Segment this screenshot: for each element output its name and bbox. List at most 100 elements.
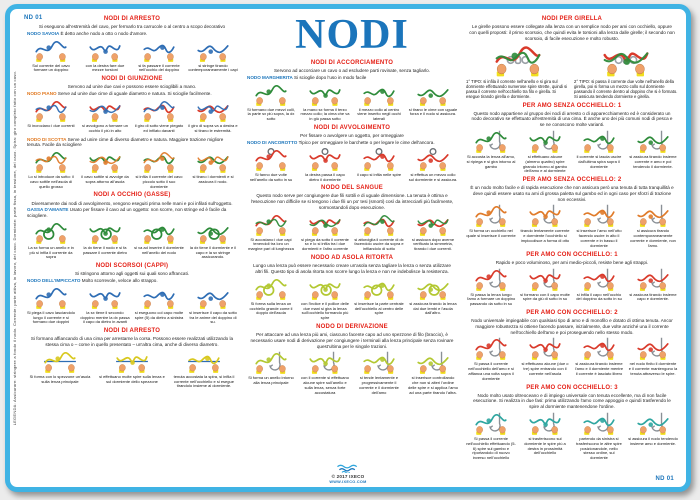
section-header: NODO AD ASOLA RITORTA: [310, 255, 394, 262]
knot-section: NODI DI ACCORCIAMENTO Servono ad accorcia…: [246, 60, 458, 122]
knot-drawing-icon: [197, 44, 229, 62]
knot-step-panel: la dx tiene il nodo e si fa passare il c…: [80, 220, 130, 256]
knot-illustration: [134, 285, 184, 310]
step-caption: la sx tiene il secondo doppino mentre la…: [80, 309, 130, 325]
step-caption: si inserisce la parte centrale dell'occh…: [354, 300, 404, 316]
knot-step-panel: Si accostano i due capi tenendoli tra lo…: [246, 212, 296, 252]
step-caption: Si formano due mezzi colli, la parte sx …: [247, 106, 295, 122]
knot-section: PER AMO SENZA OCCHIELLO: 1 Questo nodo ap…: [466, 103, 678, 175]
step-caption: si eseguono col capo molte spire (5) da …: [134, 309, 184, 320]
knot-step-panel: si stringe tirando contemporaneamente i …: [188, 38, 238, 74]
knot-step-panel: la dx tiene il dormiente e il capo e la …: [188, 220, 238, 260]
knot-illustration: [80, 38, 130, 63]
knot-section: NODO AD ASOLA RITORTA Lungo una lenza può…: [246, 255, 458, 321]
knot-steps-row: Sul corrente del cavo formare un doppino…: [26, 38, 238, 74]
step-caption: con il corrente si effettuano alcune spi…: [301, 375, 349, 395]
knot-drawing-icon: [89, 105, 121, 122]
section-header: NODO DI DERIVAZIONE: [316, 323, 388, 330]
column-center: NODI NODI DI ACCORCIAMENTO Servono ad acc…: [246, 14, 458, 486]
knot-illustration: [574, 267, 624, 292]
step-caption: la dx tiene il dormiente e il capo e la …: [189, 244, 237, 260]
section-header: PER AMO CON OCCHIELLO: 1: [526, 251, 618, 258]
knot-illustration: [408, 147, 458, 172]
knot-step-panel: il giro di sopra va a destra e si tirano…: [188, 98, 238, 134]
knot-step-panel: si effettuano alcune (almeno quattro) sp…: [520, 129, 570, 174]
knot-drawing-icon: [417, 88, 449, 106]
knot-intro: NODO MARGHERITA Si scioglie dopo l'uso i…: [247, 75, 457, 81]
knot-step-panel: la mano sx forma il terzo mezzo collo; l…: [300, 82, 350, 122]
knot-illustration: [354, 82, 404, 107]
knot-drawing-icon: [35, 40, 67, 62]
knot-illustration: [466, 42, 570, 78]
section-description: Per fissare o avvolgere un oggetto, per …: [300, 133, 404, 139]
knot-steps-row: Si passa il corrente nell'occhiello dell…: [466, 336, 678, 381]
section-header: PER AMO CON OCCHIELLO: 2: [526, 309, 618, 316]
knot-illustration: [98, 349, 166, 374]
knot-illustration: [134, 98, 184, 123]
knot-drawing-icon: [44, 351, 76, 373]
knot-illustration: [188, 98, 238, 123]
knot-drawing-icon: [637, 268, 669, 291]
knot-illustration: [80, 220, 130, 245]
knot-step-panel: La sx forma un anello e in più si infila…: [26, 220, 76, 260]
knot-description: Serve ad unire cime di diverso diametro …: [27, 136, 224, 148]
knot-steps-row: Lo si introduce da sotto: il cavo sottil…: [26, 149, 238, 189]
knot-illustration: [574, 129, 624, 154]
knot-illustration: [408, 350, 458, 375]
knot-illustration: [574, 42, 678, 78]
knot-step-panel: la sx tiene il secondo doppino mentre la…: [80, 285, 130, 325]
knot-step-panel: si assicura tirando insieme l'amo e il d…: [574, 336, 624, 376]
knot-illustration: [354, 350, 404, 375]
step-caption: la dx tiene il nodo e si fa passare il c…: [82, 244, 128, 255]
knot-illustration: [466, 411, 516, 436]
knot-drawing-icon: [35, 100, 67, 122]
knot-step-panel: 2° TIPO: si passa il corrente due volte …: [574, 42, 678, 99]
copyright-text: © 2017 IXECO: [331, 474, 365, 479]
knot-illustration: [520, 267, 570, 292]
knot-steps-row: Si forma un occhiello nel quale si inser…: [466, 203, 678, 248]
knot-step-panel: Si fanno due volte nell'anello da sotto …: [246, 147, 296, 183]
section-description: Si eseguono all'estremità del cavo, per …: [38, 24, 226, 30]
knot-section: NODI DI ARRESTO Si formano affiancando di…: [26, 328, 238, 389]
section-description: Servono ad accorciare un cavo o ad esclu…: [273, 68, 431, 74]
knot-illustration: [408, 276, 458, 301]
knot-drawing-icon: [417, 282, 449, 300]
knot-step-panel: si assicura dopo averne verificato la si…: [408, 212, 458, 252]
knot-intro: NODO DELL'IMPICCATO Molto scorrevole, ve…: [27, 278, 237, 284]
section-header: NODI PER GIRELLA: [541, 16, 603, 22]
knot-step-panel: si eseguono col capo molte spire (5) da …: [134, 285, 184, 321]
knot-drawing-icon: [475, 338, 507, 361]
section-description: Questo nodo appartiene al gruppo dei nod…: [471, 110, 673, 128]
knot-drawing-icon: [529, 130, 561, 153]
step-caption: si trasferiscono sul dormiente le spire …: [524, 435, 566, 456]
knot-drawing-icon: [188, 355, 220, 373]
step-caption: si effettua un mezzo collo sul dormiente…: [408, 171, 458, 182]
sheet-code-top-left: ND 01: [24, 15, 43, 21]
step-caption: si attorciglia il corrente di dx facendo…: [354, 236, 404, 252]
section-description: Si stringono attorno agli oggetti sui qu…: [74, 271, 190, 277]
knot-illustration: [246, 276, 296, 301]
knot-drawing-icon: [197, 291, 229, 309]
knot-step-panel: si assicura il nodo tendendo insieme amo…: [628, 411, 678, 447]
step-caption: Si incrociano i due correnti: [27, 122, 75, 128]
knot-steps-row: Si forma sulla lenza un occhiello grande…: [246, 276, 458, 321]
knot-description: Molto scorrevole, veloce allo strappo.: [81, 278, 158, 284]
knot-drawing-icon: [35, 151, 67, 173]
knot-step-panel: si inserisce l'amo nell'otto facendo usc…: [574, 203, 624, 248]
knots-poster: ND 01 LEGENDA: Assicurare: stringere a f…: [5, 4, 691, 492]
step-caption: si assicura tirando insieme corrente e a…: [629, 153, 677, 169]
knot-drawing-icon: [35, 222, 67, 244]
knot-description: Si scioglie dopo l'uso in modo facile: [293, 74, 367, 80]
knot-name: NODO DELL'IMPICCATO: [27, 278, 82, 284]
knot-drawing-icon: [116, 355, 148, 373]
knot-step-panel: si effettuano molte spire sulla lenza e …: [98, 349, 166, 385]
section-description: Rapido e poco voluminoso, per ami medio-…: [495, 259, 649, 265]
knot-step-panel: si avvolgono a formare un occhio il più …: [80, 98, 130, 134]
knot-description: Tipico per ormeggiare le barchette o per…: [298, 139, 435, 145]
knot-illustration: [134, 220, 184, 245]
knot-intro: NODO PIANO Serve ad unire due cime di ug…: [27, 91, 237, 97]
knot-step-panel: si piega da sotto il corrente sx e lo si…: [300, 212, 350, 252]
knot-step-panel: si assicura tirando insieme corrente e a…: [628, 129, 678, 169]
step-caption: il corrente si lascia uscire dall'ultima…: [576, 153, 622, 169]
knot-drawing-icon: [529, 338, 561, 361]
